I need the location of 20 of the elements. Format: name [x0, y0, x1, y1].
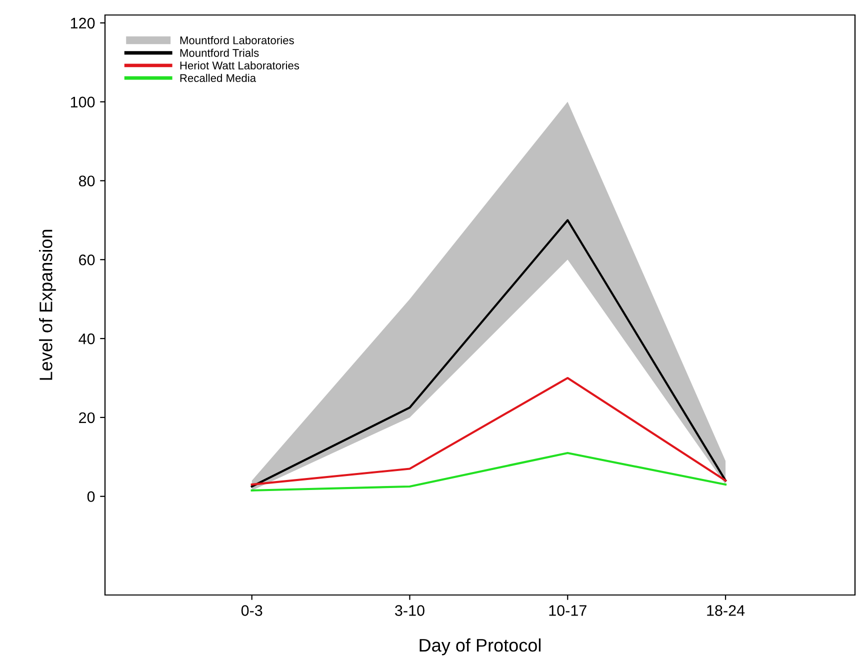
legend-label: Mountford Trials — [180, 48, 259, 57]
y-tick-label: 20 — [79, 412, 95, 424]
x-tick-label: 3-10 — [395, 605, 424, 616]
y-tick-label: 120 — [70, 18, 95, 29]
x-tick-label: 10-17 — [549, 605, 586, 616]
line-series — [250, 452, 727, 492]
y-tick-label: 100 — [70, 96, 95, 108]
legend-label: Mountford Laboratories — [180, 36, 294, 44]
x-tick-label: 0-3 — [241, 605, 262, 616]
legend-label: Recalled Media — [180, 74, 256, 82]
line-series — [250, 376, 727, 486]
y-axis-title: Level of Expansion — [39, 230, 56, 380]
x-tick-label: 18-24 — [707, 605, 745, 616]
line-series — [250, 219, 727, 488]
y-tick-label: 40 — [78, 333, 95, 344]
y-tick-label: 0 — [87, 491, 95, 502]
y-tick-label: 80 — [78, 176, 95, 186]
legend-label: Heriot Watt Laboratories — [180, 61, 300, 70]
x-axis-title: Day of Protocol — [420, 638, 541, 656]
y-tick-label: 60 — [79, 254, 95, 266]
